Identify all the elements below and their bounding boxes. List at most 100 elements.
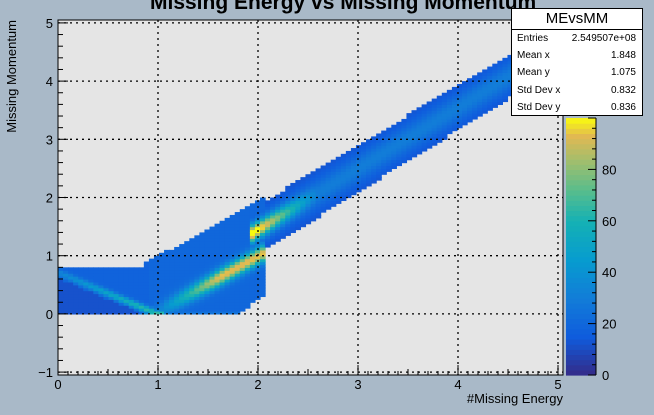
heatmap-cell: [103, 281, 110, 286]
heatmap-cell: [320, 180, 327, 184]
heatmap-cell: [189, 244, 195, 248]
heatmap-cell: [169, 270, 175, 274]
heatmap-cell: [184, 273, 190, 277]
heatmap-cell: [78, 270, 84, 274]
heatmap-cell: [229, 302, 236, 306]
heatmap-cell: [133, 310, 140, 315]
heatmap-cell: [148, 258, 155, 263]
heatmap-cell: [224, 296, 231, 300]
stats-label: Mean x: [517, 50, 550, 62]
heatmap-cell: [249, 232, 256, 236]
heatmap-cell: [93, 276, 99, 280]
heatmap-cell: [244, 258, 251, 263]
heatmap-cell: [340, 188, 347, 193]
heatmap-cell: [487, 92, 493, 97]
heatmap-cell: [244, 302, 251, 306]
heatmap-cell: [229, 258, 236, 263]
heatmap-cell: [239, 299, 246, 303]
heatmap-cell: [143, 284, 150, 289]
heatmap-cell: [214, 287, 221, 292]
heatmap-cell: [234, 238, 241, 242]
heatmap-cell: [229, 220, 236, 225]
heatmap-cell: [164, 273, 170, 277]
heatmap-cell: [376, 165, 382, 169]
heatmap-cell: [335, 200, 342, 204]
heatmap-cell: [199, 232, 206, 236]
heatmap-cell: [456, 95, 463, 100]
heatmap-cell: [285, 220, 291, 225]
heatmap-cell: [487, 75, 493, 79]
heatmap-cell: [224, 255, 231, 260]
heatmap-cell: [436, 118, 443, 123]
heatmap-cell: [260, 255, 266, 260]
heatmap-cell: [98, 308, 105, 312]
heatmap-cell: [244, 212, 251, 216]
heatmap-cell: [209, 261, 216, 266]
heatmap-cell: [108, 293, 115, 298]
heatmap-cell: [462, 118, 468, 123]
heatmap-cell: [234, 281, 241, 286]
heatmap-cell: [254, 255, 261, 260]
heatmap-cell: [244, 226, 251, 231]
heatmap-cell: [310, 174, 317, 178]
heatmap-cell: [507, 57, 514, 62]
heatmap-cell: [391, 156, 397, 161]
heatmap-cell: [224, 299, 231, 303]
heatmap-cell: [63, 290, 69, 295]
heatmap-cell: [229, 261, 236, 266]
heatmap-cell: [431, 127, 438, 132]
heatmap-cell: [189, 287, 195, 292]
heatmap-cell: [189, 270, 195, 274]
heatmap-cell: [381, 153, 387, 158]
heatmap-cell: [219, 241, 226, 245]
heatmap-cell: [295, 191, 301, 196]
heatmap-cell: [254, 296, 261, 300]
heatmap-cell: [446, 116, 453, 120]
heatmap-cell: [325, 162, 332, 167]
heatmap-cell: [467, 95, 473, 100]
heatmap-cell: [265, 235, 271, 239]
heatmap-cell: [335, 188, 342, 193]
heatmap-cell: [123, 276, 130, 280]
heatmap-cell: [148, 299, 155, 303]
heatmap-cell: [482, 69, 488, 73]
heatmap-cell: [194, 276, 200, 280]
heatmap-cell: [426, 116, 433, 120]
heatmap-cell: [234, 244, 241, 248]
heatmap-cell: [411, 130, 418, 135]
heatmap-cell: [98, 284, 105, 289]
heatmap-cell: [219, 244, 226, 248]
heatmap-cell: [254, 226, 261, 231]
heatmap-cell: [98, 270, 105, 274]
heatmap-cell: [184, 255, 190, 260]
heatmap-cell: [426, 133, 433, 137]
heatmap-cell: [421, 104, 428, 108]
heatmap-cell: [214, 308, 221, 312]
heatmap-cell: [340, 168, 347, 172]
heatmap-cell: [275, 206, 281, 210]
heatmap-cell: [239, 293, 246, 298]
heatmap-cell: [224, 276, 231, 280]
heatmap-cell: [133, 267, 140, 271]
heatmap-cell: [391, 133, 397, 137]
heatmap-cell: [128, 284, 135, 289]
heatmap-cell: [275, 194, 281, 199]
heatmap-cell: [138, 305, 145, 309]
heatmap-cell: [467, 81, 473, 85]
heatmap-cell: [108, 278, 115, 283]
heatmap-cell: [406, 150, 413, 155]
heatmap-cell: [482, 78, 488, 82]
colorbar-segment: [566, 184, 596, 191]
heatmap-cell: [224, 258, 231, 263]
heatmap-cell: [249, 278, 256, 283]
heatmap-cell: [456, 107, 463, 111]
heatmap-cell: [108, 273, 115, 277]
heatmap-cell: [451, 98, 458, 103]
heatmap-cell: [148, 296, 155, 300]
heatmap-cell: [376, 177, 382, 181]
heatmap-cell: [224, 273, 231, 277]
heatmap-cell: [148, 281, 155, 286]
heatmap-cell: [300, 194, 307, 199]
heatmap-cell: [194, 249, 200, 254]
heatmap-cell: [128, 287, 135, 292]
